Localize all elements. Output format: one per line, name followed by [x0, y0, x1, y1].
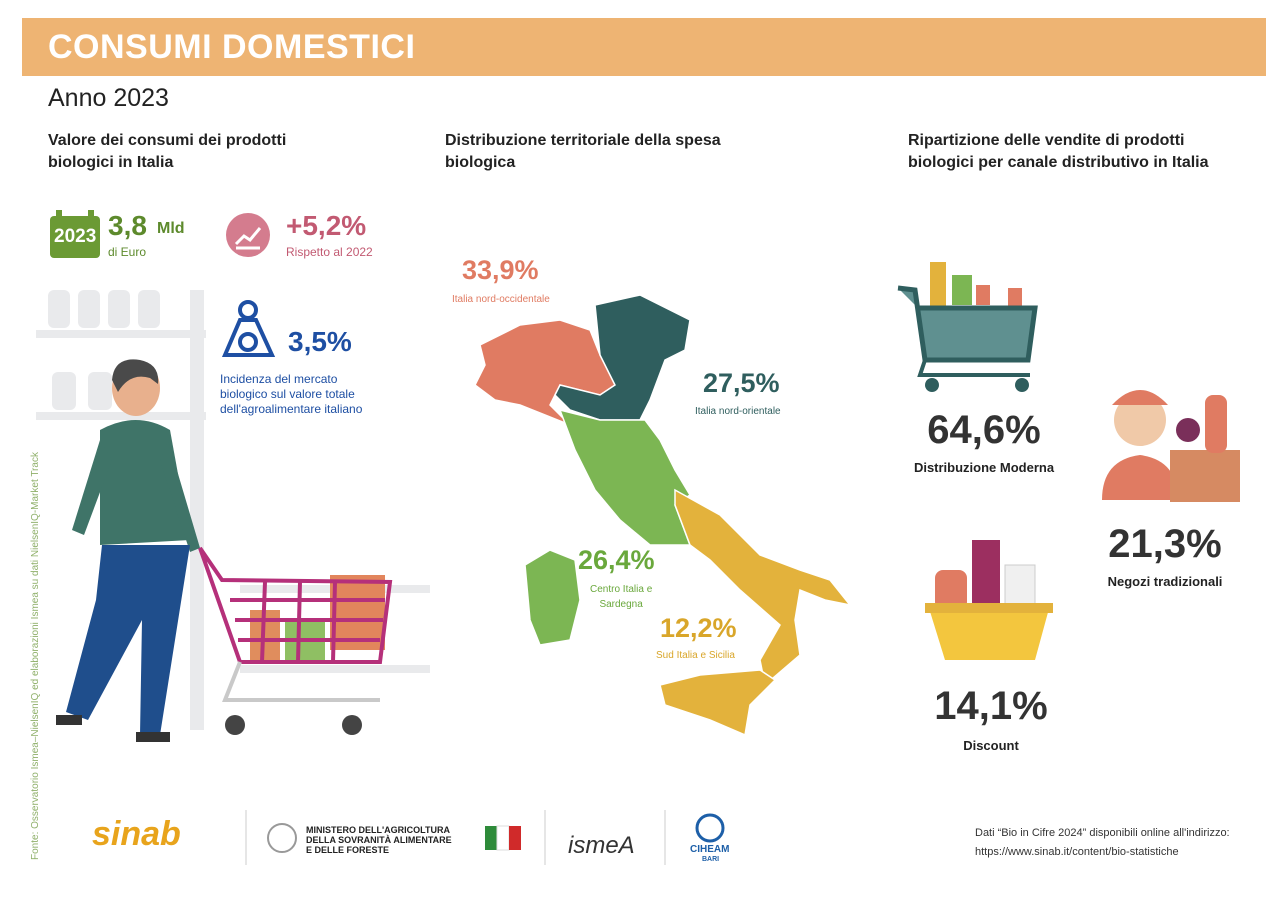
region-value: 26,4% — [578, 545, 655, 575]
region-sicily — [659, 669, 777, 737]
ciheam-logo: CIHEAM — [690, 844, 730, 855]
region-center — [558, 408, 692, 546]
region-label: Sud Italia e Sicilia — [656, 648, 735, 663]
year-badge: 2023 — [54, 226, 97, 247]
text-line: Italia nord-occidentale — [452, 294, 550, 305]
page-title: CONSUMI DOMESTICI — [48, 28, 416, 66]
calendar-icon — [50, 210, 100, 258]
text-line: biologica — [445, 154, 516, 171]
region-value: 33,9% — [462, 255, 539, 285]
consumption-unit: Mld — [157, 220, 185, 237]
section-title: Distribuzione territoriale della spesa bi… — [445, 130, 721, 174]
incidence-note: Incidenza del mercato biologico sul valor… — [220, 372, 362, 417]
growth-icon — [226, 213, 270, 257]
channel-label: Distribuzione Moderna — [913, 460, 1055, 475]
channel-value: 64,6% — [927, 408, 1041, 452]
text-line: Sud Italia e Sicilia — [656, 650, 735, 661]
text-line: MINISTERO DELL'AGRICOLTURA — [306, 825, 450, 835]
channel-value: 14,1% — [934, 684, 1048, 728]
text-line: Sardegna — [599, 599, 643, 610]
growth-value: +5,2% — [286, 210, 367, 241]
header-band — [22, 18, 1266, 76]
trolley-icon — [897, 262, 1038, 392]
shopkeeper-icon — [1102, 390, 1240, 502]
text-line: Distribuzione territoriale della spesa — [445, 132, 721, 149]
region-label: Centro Italia e Sardegna — [590, 582, 652, 612]
text-line: Centro Italia e — [590, 584, 653, 595]
text-line: Ripartizione delle vendite di prodotti — [908, 132, 1185, 149]
consumption-note: di Euro — [108, 245, 147, 259]
growth-note: Rispetto al 2022 — [286, 245, 373, 259]
text-line: biologico sul valore totale — [220, 387, 355, 401]
scale-icon — [221, 300, 276, 357]
region-south — [674, 488, 852, 687]
text-line: dell'agroalimentare italiano — [220, 402, 363, 416]
footer-note: Dati “Bio in Cifre 2024” disponibili onl… — [975, 824, 1230, 862]
channel-value: 21,3% — [1108, 522, 1222, 566]
incidence-value: 3,5% — [288, 326, 352, 357]
basket-icon — [925, 540, 1053, 660]
region-value: 27,5% — [703, 368, 780, 398]
text-line: E DELLE FORESTE — [306, 845, 390, 855]
italy-map — [474, 294, 852, 737]
section-title: Ripartizione delle vendite di prodotti bi… — [908, 130, 1209, 174]
ciheam-sub: BARI — [702, 856, 720, 863]
text-line: Italia nord-orientale — [695, 406, 781, 417]
section-title: Valore dei consumi dei prodotti biologici… — [48, 130, 286, 174]
consumption-value: 3,8 — [108, 210, 147, 241]
text-line: biologici per canale distributivo in Ita… — [908, 154, 1209, 171]
channel-label: Negozi tradizionali — [1107, 574, 1223, 589]
text-line: DELLA SOVRANITÀ ALIMENTARE — [306, 835, 452, 845]
shopper-illustration — [56, 359, 200, 742]
cart-illustration — [198, 546, 393, 735]
footer-separators — [245, 810, 666, 865]
source-note: Fonte: Osservatorio Ismea–NielsenIQ ed e… — [30, 452, 41, 860]
text-line: https://www.sinab.it/content/bio-statist… — [975, 846, 1179, 858]
region-label: Italia nord-occidentale — [452, 292, 550, 307]
text-line: Dati “Bio in Cifre 2024” disponibili onl… — [975, 827, 1230, 839]
ciheam-emblem — [695, 813, 725, 843]
flag — [485, 825, 521, 851]
sinab-logo: sinab — [92, 815, 181, 853]
region-value: 12,2% — [660, 613, 737, 643]
emblem — [267, 823, 297, 853]
text-line: Valore dei consumi dei prodotti — [48, 132, 287, 149]
ismea-logo: ismeA — [568, 832, 635, 859]
channel-label: Discount — [963, 738, 1019, 753]
region-label: Italia nord-orientale — [695, 404, 781, 419]
region-sardinia — [524, 549, 581, 646]
subtitle: Anno 2023 — [48, 84, 169, 112]
ministry-logo: MINISTERO DELL'AGRICOLTURA DELLA SOVRANIT… — [306, 825, 452, 855]
text-line: biologici in Italia — [48, 154, 174, 171]
text-line: Incidenza del mercato — [220, 372, 338, 386]
